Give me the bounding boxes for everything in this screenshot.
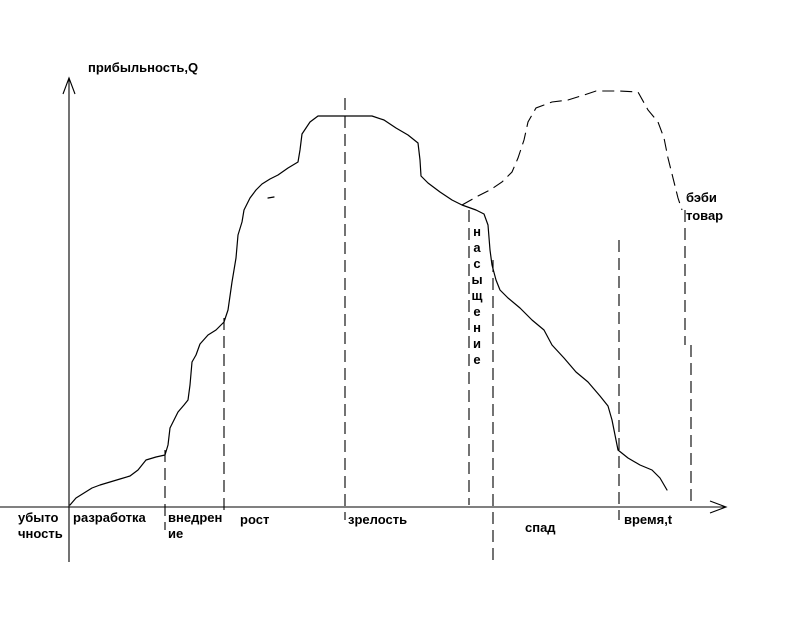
main-product-curve (69, 115, 668, 506)
stage-label-growth: рост (240, 512, 269, 527)
saturation-letter: н (473, 224, 481, 239)
saturation-letter: ы (471, 272, 482, 287)
axes (0, 76, 728, 562)
saturation-letter: и (473, 336, 481, 351)
x-axis-label: время,t (624, 512, 673, 527)
saturation-letter: е (473, 304, 480, 319)
new-product-curve (461, 90, 683, 211)
new-product-label-line2: товар (686, 208, 723, 223)
stage-label-introduction-line1: внедрен (168, 510, 222, 525)
saturation-letter: а (473, 240, 481, 255)
new-product-label-line1: бэби (686, 190, 717, 205)
stage-separators (164, 98, 692, 565)
y-axis-label: прибыльность,Q (88, 60, 198, 75)
saturation-letter: е (473, 352, 480, 367)
stage-label-loss-line2: чность (18, 526, 63, 541)
stage-label-loss-line1: убыто (18, 510, 59, 525)
stage-label-decline: спад (525, 520, 556, 535)
saturation-letter: щ (472, 288, 483, 303)
stage-label-introduction-line2: ие (168, 526, 183, 541)
stage-label-saturation: н а с ы щ е н и е (471, 224, 482, 367)
stage-label-maturity: зрелость (348, 512, 407, 527)
saturation-letter: с (473, 256, 480, 271)
x-axis-arrow (709, 500, 728, 514)
y-axis-arrow (62, 76, 76, 95)
stage-label-development: разработка (73, 510, 146, 525)
saturation-letter: н (473, 320, 481, 335)
growth-tick-mark (267, 196, 275, 199)
